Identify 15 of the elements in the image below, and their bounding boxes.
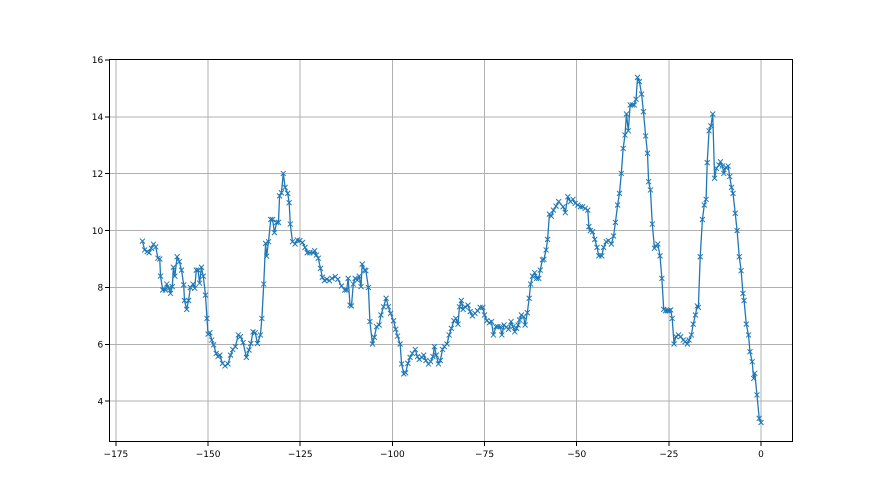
- x-tick-label: −75: [475, 450, 494, 460]
- x-tick-label: −150: [196, 450, 221, 460]
- y-tick-label: 4: [97, 397, 104, 408]
- y-tick-label: 6: [97, 340, 104, 350]
- y-tick-label: 10: [92, 226, 104, 237]
- x-tick-label: −175: [104, 450, 128, 460]
- x-tick-label: −100: [380, 450, 406, 460]
- x-tick-label: −125: [288, 450, 313, 460]
- y-tick-label: 14: [92, 113, 104, 124]
- y-tick-label: 16: [92, 56, 104, 66]
- x-tick-label: −50: [567, 450, 586, 460]
- y-tick-label: 12: [92, 170, 104, 180]
- y-tick-label: 8: [97, 284, 104, 294]
- x-tick-label: −25: [659, 450, 678, 460]
- x-tick-label: 0: [758, 450, 764, 460]
